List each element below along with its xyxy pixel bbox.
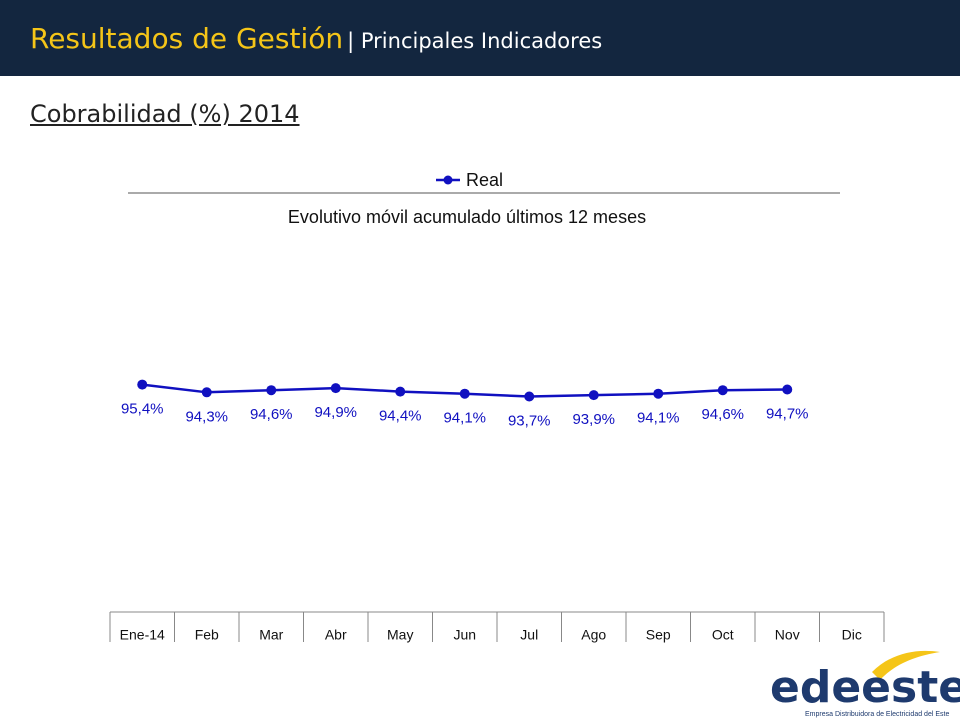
point: [653, 388, 664, 399]
data-label: 94,3%: [185, 408, 228, 425]
point: [459, 388, 470, 399]
x-tick-label: Sep: [646, 627, 671, 643]
x-tick-label: Mar: [259, 627, 283, 643]
section-heading: Cobrabilidad (%) 2014: [30, 100, 300, 128]
x-tick-label: Dic: [842, 627, 862, 643]
logo-tagline: Empresa Distribuidora de Electricidad de…: [805, 711, 949, 718]
logo-swoosh: [872, 650, 940, 680]
title-text: Resultados de Gestión: [30, 22, 344, 55]
data-label: 94,1%: [637, 410, 680, 427]
x-tick-label: Feb: [195, 627, 219, 643]
data-label: 95,4%: [121, 401, 164, 418]
x-tick-label: Ago: [581, 627, 606, 643]
data-label: 94,1%: [443, 410, 486, 427]
slide-title: Resultados de Gestión | Principales Indic…: [30, 22, 602, 55]
point: [524, 391, 535, 402]
x-tick-label: Jun: [453, 627, 476, 643]
data-label: 93,9%: [572, 411, 615, 428]
x-tick-label: Ene-14: [120, 627, 165, 643]
data-label: 94,7%: [766, 405, 809, 422]
chart-title: Evolutivo móvil acumulado últimos 12 mes…: [288, 207, 646, 227]
legend-label: Real: [466, 170, 503, 190]
point: [395, 386, 406, 397]
point: [717, 385, 728, 396]
point: [588, 390, 599, 401]
slide-subtitle: | Principales Indicadores: [347, 29, 603, 53]
x-tick-label: Nov: [775, 627, 800, 643]
data-label: 94,9%: [314, 404, 357, 421]
data-label: 93,7%: [508, 412, 551, 429]
data-label: 94,6%: [250, 406, 293, 423]
point: [330, 383, 341, 394]
legend-marker: [443, 175, 453, 185]
point: [137, 379, 148, 390]
data-label: 94,6%: [701, 406, 744, 423]
x-tick-label: Abr: [325, 627, 347, 643]
data-label: 94,4%: [379, 408, 422, 425]
x-tick-label: Oct: [712, 627, 734, 643]
point: [201, 387, 212, 398]
x-tick-label: Jul: [520, 627, 538, 643]
header-bar: [0, 0, 960, 76]
point: [266, 385, 277, 396]
logo-text: edeeste: [770, 662, 960, 713]
x-tick-label: May: [387, 627, 413, 643]
point: [782, 384, 793, 395]
